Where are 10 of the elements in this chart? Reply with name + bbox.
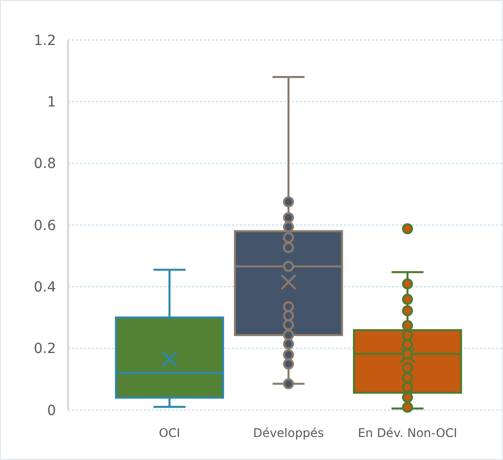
x-tick-label: OCI — [158, 426, 180, 440]
y-tick-label: 0.6 — [34, 218, 56, 234]
y-tick-label: 1.2 — [34, 32, 56, 49]
y-tick-label: 0.4 — [34, 280, 56, 296]
y-tick-label: 0.8 — [34, 156, 56, 172]
y-tick-label: 1 — [47, 94, 56, 111]
y-tick-label: 0.2 — [34, 341, 56, 358]
x-tick-label: Développés — [253, 426, 324, 440]
x-tick-label: En Dév. Non-OCI — [358, 426, 458, 440]
y-tick-label: 0 — [47, 402, 56, 419]
